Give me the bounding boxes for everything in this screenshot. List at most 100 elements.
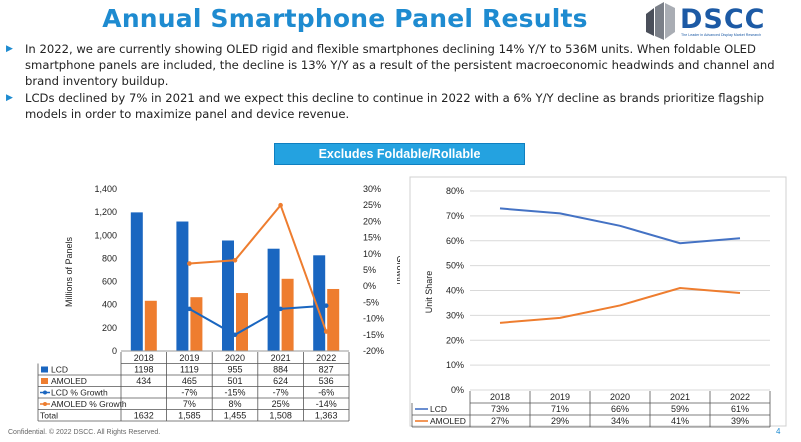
amoled-growth-point <box>187 261 192 266</box>
bullet-text: In 2022, we are currently showing OLED r… <box>25 42 775 88</box>
bullet-arrow-icon: ▶ <box>6 44 13 54</box>
table-header-year: 2020 <box>225 353 245 363</box>
table-header-year: 2019 <box>550 392 570 402</box>
bullet-list: ▶ In 2022, we are currently showing OLED… <box>0 41 801 123</box>
y2-tick-label: -10% <box>363 314 384 324</box>
table-cell: 34% <box>611 416 629 426</box>
lcd-growth-point <box>232 332 238 338</box>
lcd-growth-point <box>278 306 283 312</box>
table-row-label: AMOLED % Growth <box>51 399 127 409</box>
table-row-label: LCD <box>430 404 447 414</box>
table-header-year: 2019 <box>179 353 199 363</box>
table-cell: 624 <box>273 376 288 386</box>
lcd-bar <box>222 240 234 351</box>
y-tick-label: 30% <box>446 310 464 320</box>
logo-tagline: The Leader in Advanced Display Market Re… <box>681 33 762 37</box>
table-row-label: LCD <box>51 365 68 375</box>
y2-axis-title: Growth <box>395 255 400 284</box>
table-cell: 434 <box>136 376 151 386</box>
page-number: 4 <box>776 427 781 436</box>
table-header-year: 2018 <box>490 392 510 402</box>
y-tick-label: 70% <box>446 211 464 221</box>
confidential-footer: Confidential. © 2022 DSCC. All Rights Re… <box>8 429 161 436</box>
logo-wordmark: DSCC <box>680 4 766 35</box>
table-cell: 27% <box>491 416 509 426</box>
table-cell: -7% <box>273 388 289 398</box>
table-cell: 501 <box>227 376 242 386</box>
y-tick-label: 0 <box>112 346 117 356</box>
amoled-bar <box>281 278 294 351</box>
y2-tick-label: 5% <box>363 265 376 275</box>
table-header-year: 2022 <box>730 392 750 402</box>
legend-swatch <box>41 366 48 373</box>
table-cell: 1,455 <box>224 411 247 421</box>
amoled-bar <box>236 293 248 351</box>
table-cell: 1119 <box>180 365 199 375</box>
table-cell: -6% <box>318 388 334 398</box>
page-title: Annual Smartphone Panel Results <box>102 4 588 33</box>
y-tick-label: 50% <box>446 261 464 271</box>
amoled-growth-point <box>323 329 329 334</box>
legend-marker <box>43 402 47 406</box>
table-cell: 955 <box>227 365 242 375</box>
table-row-label: Total <box>40 411 58 421</box>
lcd-bar <box>313 255 326 351</box>
table-cell: 8% <box>228 399 241 409</box>
dscc-logo: DSCC The Leader in Advanced Display Mark… <box>644 2 794 40</box>
y-tick-label: 0% <box>451 385 464 395</box>
table-cell: 884 <box>273 365 288 375</box>
table-row-label: AMOLED <box>430 416 466 426</box>
bullet-item: ▶ In 2022, we are currently showing OLED… <box>0 41 801 89</box>
table-cell: 41% <box>671 416 689 426</box>
y2-tick-label: -20% <box>363 346 384 356</box>
y-axis-title: Millions of Panels <box>64 236 74 307</box>
amoled-growth-point <box>278 202 283 208</box>
y-tick-label: 40% <box>446 286 464 296</box>
table-cell: 59% <box>671 404 689 414</box>
y2-tick-label: 20% <box>363 216 381 226</box>
bullet-item: ▶ LCDs declined by 7% in 2021 and we exp… <box>0 90 801 122</box>
lcd-bar <box>176 221 189 351</box>
lcd-growth-line <box>188 304 327 336</box>
table-cell: 465 <box>182 376 197 386</box>
table-cell: -7% <box>181 388 197 398</box>
dscc-logo-icon <box>646 2 675 40</box>
table-cell: 71% <box>551 404 569 414</box>
lcd-bar <box>130 212 143 351</box>
amoled-share-line <box>499 287 741 324</box>
table-cell: -15% <box>224 388 245 398</box>
table-header-year: 2020 <box>610 392 630 402</box>
y-tick-label: 10% <box>446 360 464 370</box>
table-cell: -14% <box>316 399 337 409</box>
y2-tick-label: 0% <box>363 281 376 291</box>
lcd-share-line <box>499 207 741 245</box>
amoled-growth-line <box>189 203 328 332</box>
y-tick-label: 20% <box>446 335 464 345</box>
table-header-year: 2021 <box>670 392 690 402</box>
y2-tick-label: 15% <box>363 233 381 243</box>
table-cell: 536 <box>319 376 334 386</box>
y2-tick-label: -5% <box>363 297 379 307</box>
table-cell: 1,508 <box>269 411 292 421</box>
table-cell: 73% <box>491 404 509 414</box>
table-row-label: AMOLED <box>51 376 87 386</box>
table-cell: 1,585 <box>178 411 201 421</box>
lcd-bar <box>267 248 280 351</box>
table-cell: 66% <box>611 404 629 414</box>
y-tick-label: 1,400 <box>94 184 117 194</box>
lcd-growth-point <box>187 306 192 312</box>
table-cell: 1632 <box>134 411 154 421</box>
y-tick-label: 60% <box>446 236 464 246</box>
y2-tick-label: 30% <box>363 184 381 194</box>
y-tick-label: 80% <box>446 186 464 196</box>
unit-share-chart: 0% 10% 20% 30% 40% 50% 60% 70% 80% Unit Share 2018… <box>409 176 787 428</box>
y-tick-label: 1,000 <box>94 230 117 240</box>
amoled-bar <box>327 288 340 351</box>
table-cell: 25% <box>272 399 290 409</box>
table-cell: 29% <box>551 416 569 426</box>
table-row-label: LCD % Growth <box>51 388 108 398</box>
table-cell: 827 <box>319 365 334 375</box>
y2-tick-label: 10% <box>363 249 381 259</box>
panel-volume-chart: 0 200 400 600 800 1,000 1,200 1,400 -20% -15% -10%… <box>37 184 400 422</box>
bullet-arrow-icon: ▶ <box>6 93 13 103</box>
